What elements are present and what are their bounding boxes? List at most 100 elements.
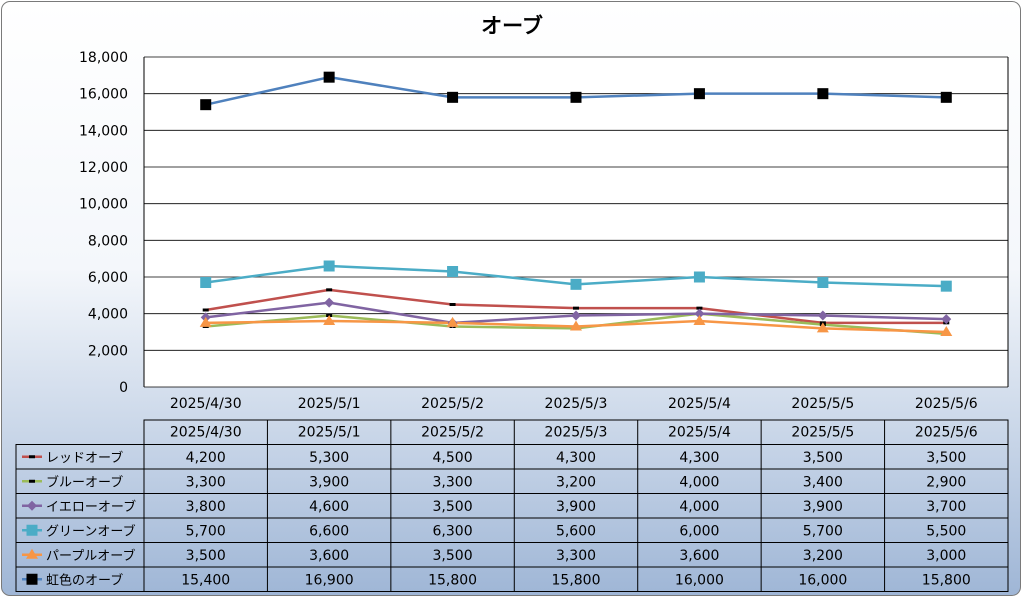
legend-label: ブルーオーブ — [46, 474, 123, 490]
table-value-cell: 16,900 — [305, 572, 354, 588]
data-point — [817, 310, 828, 321]
data-point — [323, 260, 335, 272]
table-value-cell: 4,000 — [679, 499, 719, 515]
table-value-cell: 15,800 — [552, 572, 601, 588]
data-point — [941, 314, 952, 325]
table-value-cell: 3,200 — [556, 474, 596, 490]
table-value-cell: 3,400 — [803, 474, 843, 490]
data-point — [570, 320, 582, 331]
data-point — [323, 71, 335, 83]
data-point — [940, 280, 952, 292]
y-tick-label: 14,000 — [79, 123, 128, 139]
data-point — [817, 88, 829, 100]
y-tick-label: 8,000 — [88, 233, 128, 249]
data-point — [693, 315, 706, 325]
y-tick-label: 2,000 — [88, 343, 128, 359]
legend-label: パープルオーブ — [46, 548, 135, 564]
table-header-cell: 2025/5/1 — [298, 425, 361, 441]
table-value-cell: 3,500 — [433, 548, 473, 564]
table-value-cell: 3,500 — [433, 499, 473, 515]
data-point — [693, 271, 705, 283]
table-value-cell: 3,600 — [309, 548, 349, 564]
table-value-cell: 4,500 — [433, 450, 473, 466]
table-value-cell: 3,300 — [556, 548, 596, 564]
x-tick-label: 2025/5/2 — [421, 396, 484, 412]
legend-key-marker — [27, 500, 37, 511]
table-value-cell: 4,300 — [679, 450, 719, 466]
table-value-cell: 3,700 — [926, 499, 966, 515]
table-value-cell: 5,500 — [926, 523, 966, 539]
y-tick-label: 16,000 — [79, 87, 128, 103]
legend-label: 虹色のオーブ — [46, 572, 123, 588]
table-header-cell: 2025/5/4 — [668, 425, 731, 441]
data-point — [693, 88, 705, 100]
y-tick-label: 0 — [119, 380, 128, 396]
table-value-cell: 15,800 — [428, 572, 477, 588]
data-point — [323, 315, 336, 325]
table-header-cell: 2025/5/2 — [421, 425, 484, 441]
legend-label: イエローオーブ — [46, 499, 136, 515]
data-point — [199, 316, 212, 327]
table-value-cell: 6,000 — [679, 523, 719, 539]
y-tick-label: 10,000 — [79, 197, 128, 213]
table-value-cell: 15,800 — [922, 572, 971, 588]
data-point — [446, 316, 459, 327]
data-point — [449, 303, 456, 306]
table-value-cell: 4,300 — [556, 450, 596, 466]
data-point — [816, 322, 829, 333]
legend-label: グリーンオーブ — [46, 523, 136, 539]
data-point — [817, 277, 829, 288]
table-value-cell: 3,200 — [803, 548, 843, 564]
legend-key-marker — [26, 548, 38, 559]
table-value-cell: 16,000 — [675, 572, 724, 588]
table-value-cell: 6,600 — [309, 523, 349, 539]
table-header-cell: 2025/5/5 — [791, 425, 854, 441]
table-header-cell: 2025/5/3 — [545, 425, 608, 441]
x-tick-label: 2025/5/1 — [298, 396, 361, 412]
x-tick-label: 2025/5/4 — [668, 396, 731, 412]
data-point — [200, 99, 212, 111]
data-point — [200, 277, 212, 288]
plot-area — [144, 57, 1008, 387]
data-point — [447, 91, 459, 103]
table-value-cell: 4,000 — [679, 474, 719, 490]
table-value-cell: 6,300 — [433, 523, 473, 539]
x-tick-label: 2025/5/5 — [791, 396, 854, 412]
x-tick-label: 2025/5/3 — [545, 396, 608, 412]
table-header-cell: 2025/4/30 — [170, 425, 242, 441]
data-point — [694, 308, 705, 319]
table-value-cell: 3,900 — [803, 499, 843, 515]
table-value-cell: 4,600 — [309, 499, 349, 515]
legend-key-marker — [26, 573, 38, 585]
data-point — [570, 91, 582, 103]
legend-key-marker — [29, 455, 35, 459]
table-value-cell: 3,900 — [556, 499, 596, 515]
x-tick-label: 2025/5/6 — [915, 396, 978, 412]
data-point — [324, 297, 335, 308]
table-value-cell: 15,400 — [181, 572, 230, 588]
y-tick-label: 6,000 — [88, 270, 128, 286]
legend-label: レッドオーブ — [46, 450, 123, 466]
x-tick-label: 2025/4/30 — [170, 396, 242, 412]
table-value-cell: 5,600 — [556, 523, 596, 539]
table-value-cell: 3,300 — [433, 474, 473, 490]
table-value-cell: 5,300 — [309, 450, 349, 466]
table-header-cell: 2025/5/6 — [915, 425, 978, 441]
table-value-cell: 3,900 — [309, 474, 349, 490]
table-value-cell: 4,200 — [186, 450, 226, 466]
data-point — [571, 310, 581, 321]
table-value-cell: 3,800 — [186, 499, 226, 515]
y-tick-label: 12,000 — [79, 160, 128, 176]
table-value-cell: 3,500 — [926, 450, 966, 466]
table-value-cell: 3,300 — [186, 474, 226, 490]
y-tick-label: 4,000 — [88, 307, 128, 323]
table-value-cell: 3,500 — [803, 450, 843, 466]
chart-title: オーブ — [481, 14, 543, 38]
table-value-cell: 3,600 — [679, 548, 719, 564]
data-point — [573, 306, 579, 310]
legend-key-marker — [29, 479, 35, 483]
data-point — [202, 308, 209, 312]
table-value-cell: 3,000 — [926, 548, 966, 564]
data-point — [326, 288, 333, 292]
